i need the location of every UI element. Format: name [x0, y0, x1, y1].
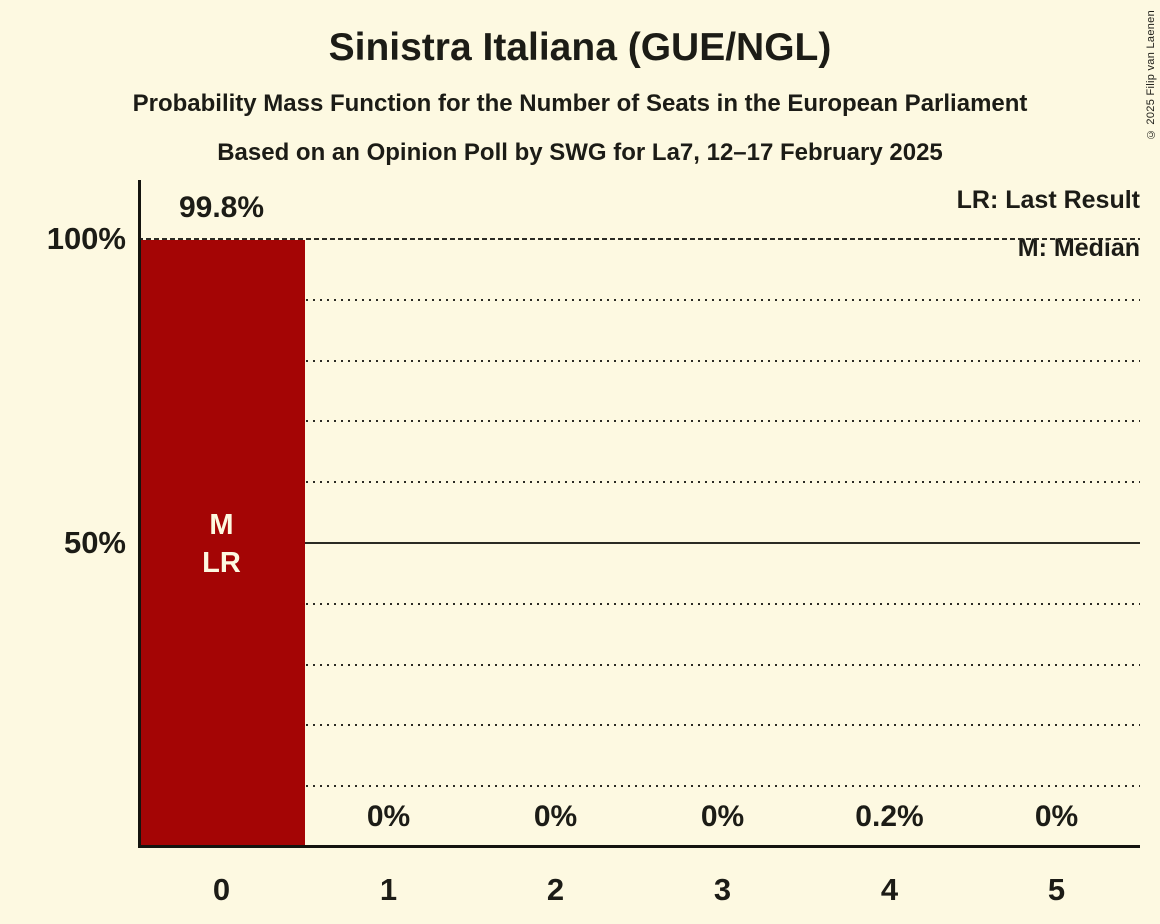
x-tick-label: 1: [379, 872, 398, 907]
gridline-20pct: [138, 724, 1140, 727]
gridline-60pct: [138, 481, 1140, 484]
gridline-30pct: [138, 663, 1140, 666]
bar-seats-0: [141, 240, 305, 846]
y-axis-line: [138, 180, 141, 848]
bar-value-label: 0%: [533, 800, 578, 833]
copyright-notice: © 2025 Filip van Laenen: [1145, 10, 1157, 141]
bar-value-label: 0.2%: [855, 800, 924, 833]
gridline-90pct: [138, 298, 1140, 301]
x-tick-label: 3: [713, 872, 732, 907]
bar-marker-label: M LR: [202, 509, 241, 580]
gridline-70pct: [138, 420, 1140, 423]
x-axis-line: [138, 845, 1140, 848]
x-tick-label: 5: [1047, 872, 1066, 907]
legend-last-result: LR: Last Result: [956, 186, 1140, 214]
x-tick-label: 0: [212, 872, 231, 907]
gridline-10pct: [138, 785, 1140, 788]
x-tick-label: 4: [880, 872, 899, 907]
bar-value-label: 0%: [700, 800, 745, 833]
chart-subtitle: Probability Mass Function for the Number…: [132, 90, 1028, 117]
bar-value-label: 99.8%: [178, 191, 265, 225]
plot-area: M LR: [138, 180, 1140, 848]
y-tick-label: 50%: [63, 525, 126, 560]
bar-value-label: 0%: [366, 800, 411, 833]
chart-source-line: Based on an Opinion Poll by SWG for La7,…: [217, 139, 943, 166]
bar-value-label: 0%: [1034, 800, 1079, 833]
gridline-50pct: [138, 542, 1140, 544]
y-tick-label: 100%: [46, 221, 126, 256]
gridline-100pct: [138, 238, 1140, 240]
x-tick-label: 2: [546, 872, 565, 907]
gridline-80pct: [138, 359, 1140, 362]
gridline-40pct: [138, 602, 1140, 605]
chart-title: Sinistra Italiana (GUE/NGL): [328, 26, 832, 69]
